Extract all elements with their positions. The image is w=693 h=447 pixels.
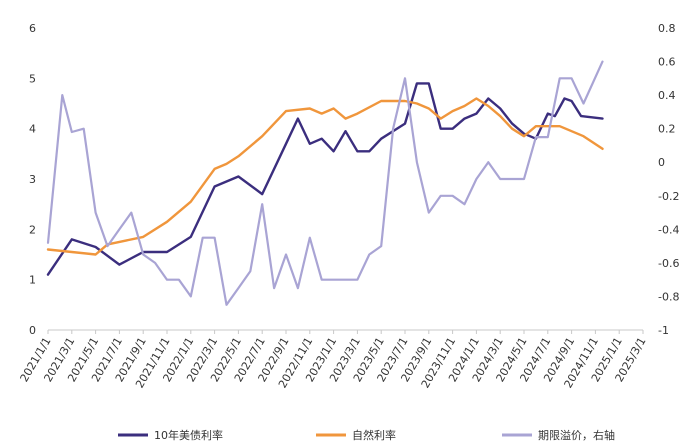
- y-right-tick-label: 0.6: [658, 56, 676, 69]
- legend-label-3: 期限溢价，右轴: [538, 428, 615, 442]
- y-left-tick-label: 6: [29, 22, 36, 35]
- y-right-tick-label: -0.4: [658, 223, 679, 236]
- y-right-tick-label: -0.2: [658, 190, 679, 203]
- y-right-tick-label: 0: [658, 156, 665, 169]
- y-right-tick-label: 0.8: [658, 22, 676, 35]
- y-left-tick-label: 4: [29, 123, 36, 136]
- y-right-tick-label: 0.2: [658, 123, 676, 136]
- legend-label-2: 自然利率: [352, 428, 396, 442]
- y-right-tick-label: -0.6: [658, 257, 679, 270]
- y-right-tick-label: -0.8: [658, 290, 679, 303]
- y-right-tick-label: 0.4: [658, 89, 676, 102]
- legend-label-1: 10年美债利率: [154, 428, 223, 442]
- y-left-tick-label: 1: [29, 274, 36, 287]
- y-left-tick-label: 5: [29, 72, 36, 85]
- y-right-tick-label: -1: [658, 324, 669, 337]
- series-line-3: [46, 60, 604, 306]
- y-left-tick-label: 3: [29, 173, 36, 186]
- series-line-2: [46, 97, 604, 256]
- y-left-tick-label: 0: [29, 324, 36, 337]
- y-left-tick-label: 2: [29, 223, 36, 236]
